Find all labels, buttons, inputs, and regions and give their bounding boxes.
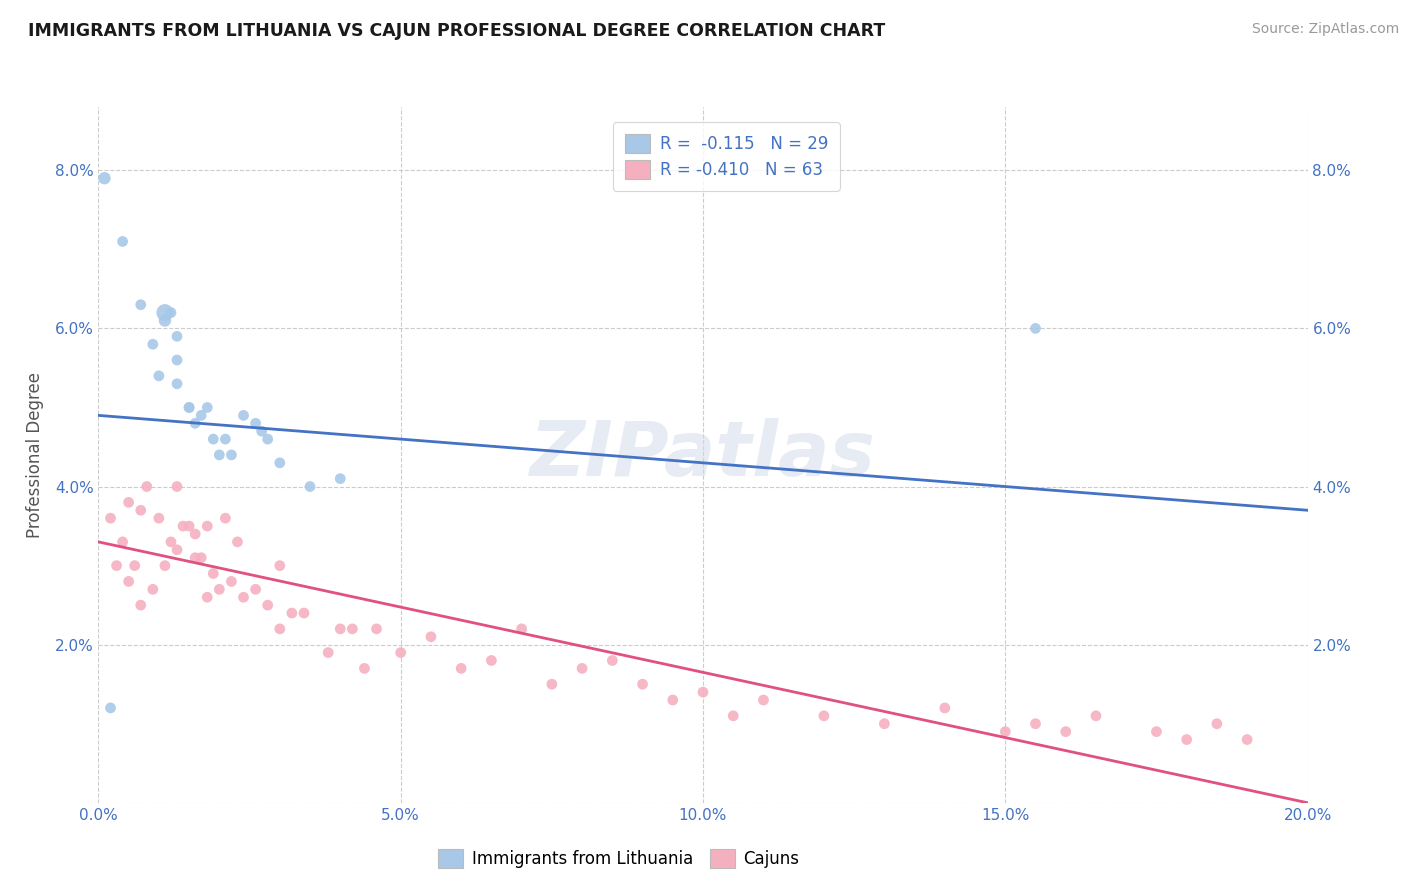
Point [142,337,165,351]
Point [299,479,322,493]
Point [1144,724,1167,739]
Point [1054,724,1077,739]
Point [100,511,122,525]
Point [142,582,165,597]
Point [269,456,291,470]
Point [256,598,278,612]
Point [111,235,134,249]
Point [153,305,176,319]
Point [250,424,273,438]
Point [269,558,291,573]
Text: ZIPatlas: ZIPatlas [530,418,876,491]
Point [994,724,1017,739]
Point [148,368,170,383]
Point [226,534,249,549]
Point [245,582,267,597]
Point [873,716,896,731]
Legend: Immigrants from Lithuania, Cajuns: Immigrants from Lithuania, Cajuns [432,842,806,875]
Point [1206,716,1229,731]
Point [153,558,176,573]
Point [602,653,624,667]
Point [195,519,218,533]
Point [184,417,207,431]
Point [353,661,375,675]
Point [571,661,593,675]
Point [1236,732,1258,747]
Point [195,591,218,605]
Point [631,677,654,691]
Point [190,550,212,565]
Point [723,708,745,723]
Point [124,558,146,573]
Point [1024,716,1046,731]
Point [232,591,254,605]
Point [221,574,243,589]
Legend: R =  -0.115   N = 29, R = -0.410   N = 63: R = -0.115 N = 29, R = -0.410 N = 63 [613,122,839,191]
Point [190,409,212,423]
Y-axis label: Professional Degree: Professional Degree [25,372,44,538]
Point [366,622,388,636]
Point [342,622,364,636]
Point [389,646,412,660]
Point [129,598,152,612]
Point [111,534,134,549]
Point [153,313,176,327]
Point [166,376,188,391]
Point [93,171,115,186]
Point [129,298,152,312]
Point [202,566,225,581]
Point [232,409,254,423]
Point [1085,708,1108,723]
Point [934,701,956,715]
Point [208,448,231,462]
Point [752,693,775,707]
Point [281,606,304,620]
Point [329,472,352,486]
Point [1175,732,1198,747]
Point [148,511,170,525]
Text: Source: ZipAtlas.com: Source: ZipAtlas.com [1251,22,1399,37]
Point [292,606,315,620]
Point [184,550,207,565]
Point [135,479,157,493]
Point [105,558,128,573]
Point [166,479,188,493]
Point [166,542,188,557]
Point [256,432,278,446]
Point [202,432,225,446]
Point [179,401,201,415]
Point [100,701,122,715]
Point [172,519,194,533]
Point [481,653,503,667]
Point [269,622,291,636]
Point [160,534,183,549]
Point [540,677,562,691]
Point [129,503,152,517]
Point [179,401,201,415]
Point [166,329,188,343]
Point [420,630,443,644]
Point [118,574,141,589]
Point [692,685,714,699]
Point [1024,321,1046,335]
Point [214,432,236,446]
Point [160,305,183,319]
Point [316,646,339,660]
Point [450,661,472,675]
Point [118,495,141,509]
Point [329,622,352,636]
Point [184,527,207,541]
Point [179,519,201,533]
Point [166,353,188,368]
Point [195,401,218,415]
Text: IMMIGRANTS FROM LITHUANIA VS CAJUN PROFESSIONAL DEGREE CORRELATION CHART: IMMIGRANTS FROM LITHUANIA VS CAJUN PROFE… [28,22,886,40]
Point [221,448,243,462]
Point [662,693,685,707]
Point [510,622,533,636]
Point [208,582,231,597]
Point [245,417,267,431]
Point [214,511,236,525]
Point [813,708,835,723]
